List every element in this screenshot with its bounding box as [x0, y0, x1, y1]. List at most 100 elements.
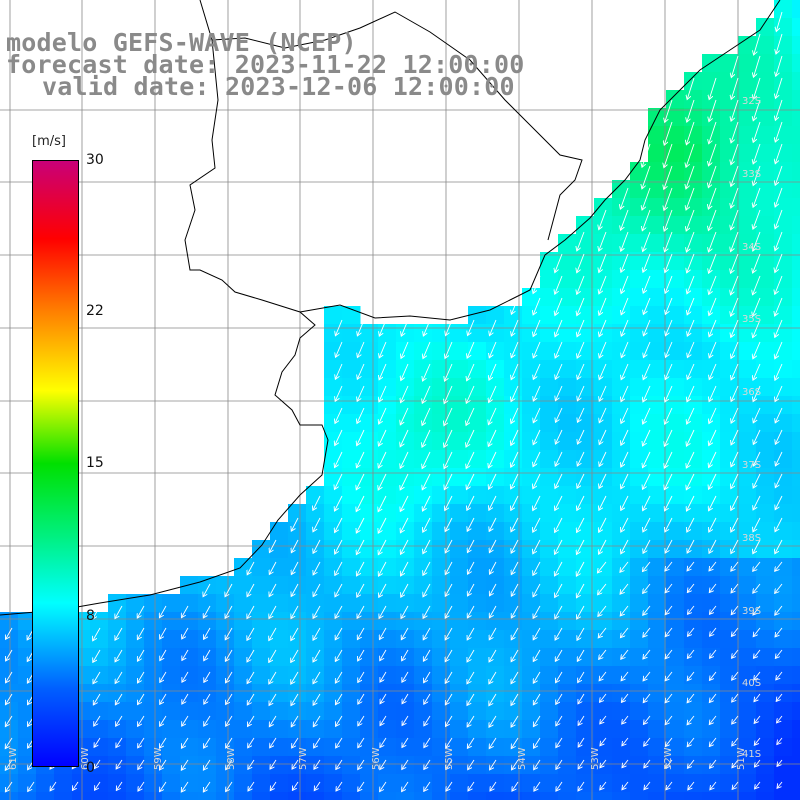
wind-vector: [753, 297, 761, 316]
wind-speed-cell: [540, 396, 559, 415]
wind-speed-cell: [792, 306, 800, 325]
wind-vector: [534, 671, 541, 682]
wind-vector: [358, 715, 365, 725]
wind-vector: [335, 495, 343, 510]
wind-speed-cell: [612, 540, 631, 559]
wind-vector: [116, 737, 123, 747]
wind-speed-cell: [774, 648, 793, 667]
wind-speed-cell: [90, 792, 109, 800]
wind-speed-cell: [792, 630, 800, 649]
wind-vector: [732, 649, 739, 658]
wind-speed-cell: [180, 648, 199, 667]
wind-vector: [358, 737, 365, 747]
wind-vector: [555, 253, 563, 272]
wind-vector: [225, 583, 233, 596]
wind-speed-cell: [432, 504, 451, 523]
wind-vector: [379, 385, 387, 401]
wind-speed-cell: [486, 612, 505, 631]
wind-vector: [687, 385, 695, 401]
wind-speed-cell: [666, 126, 685, 145]
wind-speed-cell: [180, 756, 199, 775]
wind-vector: [182, 671, 189, 681]
wind-speed-cell: [252, 576, 271, 595]
wind-speed-cell: [252, 666, 271, 685]
wind-speed-cell: [576, 486, 595, 505]
wind-speed-cell: [216, 702, 235, 721]
wind-speed-cell: [684, 90, 703, 109]
wind-speed-cell: [432, 396, 451, 415]
wind-speed-cell: [288, 504, 307, 523]
wind-speed-cell: [666, 540, 685, 559]
wind-speed-cell: [288, 666, 307, 685]
wind-vector: [753, 165, 761, 185]
wind-speed-cell: [612, 720, 631, 739]
wind-vector: [512, 649, 519, 661]
wind-vector: [622, 715, 629, 723]
wind-speed-cell: [414, 630, 433, 649]
wind-speed-cell: [576, 684, 595, 703]
wind-speed-cell: [486, 306, 505, 325]
wind-speed-cell: [342, 612, 361, 631]
wind-speed-cell: [378, 594, 397, 613]
wind-speed-cell: [504, 684, 523, 703]
wind-vector: [336, 605, 343, 618]
wind-speed-cell: [378, 720, 397, 739]
wind-vector: [489, 495, 497, 509]
wind-speed-cell: [540, 792, 559, 800]
wind-vector: [621, 253, 629, 271]
wind-vector: [380, 693, 387, 703]
wind-vector: [423, 561, 431, 575]
wind-speed-cell: [684, 468, 703, 487]
latitude-label: 35S: [742, 314, 761, 325]
wind-vector: [710, 605, 717, 614]
wind-speed-cell: [612, 558, 631, 577]
wind-speed-cell: [504, 504, 523, 523]
wind-vector: [380, 737, 387, 747]
wind-speed-cell: [504, 450, 523, 469]
wind-vector: [709, 407, 717, 423]
wind-speed-cell: [702, 702, 721, 721]
wind-vector: [445, 495, 453, 510]
wind-speed-cell: [738, 270, 757, 289]
wind-vector: [160, 627, 167, 638]
wind-speed-cell: [756, 126, 775, 145]
wind-vector: [754, 33, 761, 54]
wind-speed-cell: [702, 432, 721, 451]
wind-speed-cell: [414, 774, 433, 793]
wind-vector: [313, 605, 321, 618]
wind-speed-cell: [504, 342, 523, 361]
wind-speed-cell: [738, 108, 757, 127]
wind-speed-cell: [702, 594, 721, 613]
wind-speed-cell: [414, 612, 433, 631]
wind-speed-cell: [576, 360, 595, 379]
wind-speed-cell: [792, 54, 800, 73]
wind-vector: [710, 583, 717, 592]
wind-speed-cell: [0, 702, 19, 721]
wind-speed-cell: [504, 612, 523, 631]
wind-vector: [182, 605, 189, 617]
wind-speed-cell: [0, 612, 19, 631]
wind-speed-cell: [774, 342, 793, 361]
wind-speed-cell: [90, 738, 109, 757]
wind-speed-cell: [468, 684, 487, 703]
wind-speed-cell: [594, 774, 613, 793]
wind-vector: [511, 363, 519, 379]
wind-vector: [423, 517, 431, 531]
wind-speed-cell: [162, 612, 181, 631]
wind-vector: [621, 451, 629, 466]
wind-speed-cell: [414, 558, 433, 577]
wind-vector: [446, 693, 453, 704]
wind-vector: [291, 649, 299, 662]
wind-speed-cell: [738, 450, 757, 469]
wind-vector: [182, 649, 189, 660]
wind-vector: [666, 297, 673, 314]
wind-vector: [248, 561, 255, 574]
wind-speed-cell: [486, 630, 505, 649]
wind-speed-cell: [468, 540, 487, 559]
wind-vector: [753, 99, 761, 120]
wind-speed-cell: [270, 684, 289, 703]
longitude-label: 55W: [444, 747, 455, 770]
wind-vector: [753, 605, 761, 614]
wind-vector: [226, 715, 233, 725]
wind-speed-cell: [720, 720, 739, 739]
